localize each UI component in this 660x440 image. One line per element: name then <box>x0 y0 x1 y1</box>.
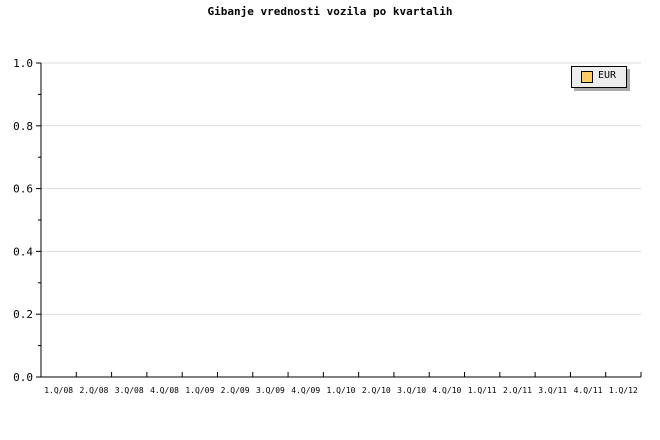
y-tick-label: 0.0 <box>13 371 33 384</box>
y-tick-label: 0.8 <box>13 120 33 133</box>
y-tick-label: 1.0 <box>13 57 33 70</box>
x-tick-label: 1.Q/09 <box>185 386 214 395</box>
x-tick-label: 4.Q/08 <box>150 386 179 395</box>
x-tick-label: 3.Q/11 <box>538 386 567 395</box>
x-tick-label: 2.Q/11 <box>503 386 532 395</box>
x-tick-label: 4.Q/09 <box>291 386 320 395</box>
y-tick-label: 0.6 <box>13 183 33 196</box>
x-tick-label: 3.Q/08 <box>115 386 144 395</box>
x-tick-label: 1.Q/11 <box>468 386 497 395</box>
x-tick-label: 4.Q/10 <box>432 386 461 395</box>
x-tick-label: 2.Q/09 <box>221 386 250 395</box>
chart-title: Gibanje vrednosti vozila po kvartalih <box>207 5 453 18</box>
x-tick-label: 1.Q/12 <box>609 386 638 395</box>
y-tick-label: 0.4 <box>13 245 33 258</box>
x-tick-label: 2.Q/08 <box>79 386 108 395</box>
y-tick-label: 0.2 <box>13 308 33 321</box>
x-tick-label: 1.Q/08 <box>44 386 73 395</box>
legend: EUR <box>571 66 627 88</box>
x-tick-label: 2.Q/10 <box>362 386 391 395</box>
x-tick-label: 3.Q/10 <box>397 386 426 395</box>
x-tick-label: 4.Q/11 <box>574 386 603 395</box>
x-tick-label: 3.Q/09 <box>256 386 285 395</box>
legend-swatch <box>581 71 593 83</box>
legend-label: EUR <box>598 70 617 81</box>
x-tick-label: 1.Q/10 <box>327 386 356 395</box>
